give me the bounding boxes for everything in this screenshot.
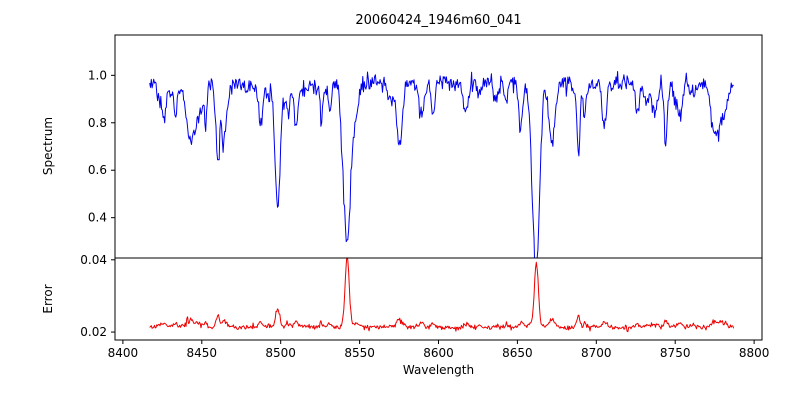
x-tick-label: 8600 [423, 346, 454, 360]
x-tick-label: 8500 [265, 346, 296, 360]
spectrum-axes-frame [114, 34, 763, 259]
x-tick-label: 8800 [739, 346, 770, 360]
y-tick-label: 0.04 [80, 253, 107, 267]
x-tick-label: 8400 [108, 346, 139, 360]
x-tick-label: 8650 [502, 346, 533, 360]
y-tick-label: 0.8 [88, 116, 107, 130]
y-tick-label: 0.6 [88, 163, 107, 177]
y-tick-label: 1.0 [88, 68, 107, 82]
chart-title: 20060424_1946m60_041 [355, 13, 522, 28]
x-tick-label: 8550 [344, 346, 375, 360]
y-tick-label: 0.4 [88, 211, 107, 225]
error-line [149, 258, 735, 333]
x-tick-label: 8700 [581, 346, 612, 360]
x-tick-label: 8450 [187, 346, 218, 360]
x-axis-label: Wavelength [402, 363, 475, 377]
y-tick-label: 0.02 [80, 325, 107, 339]
x-tick-label: 8750 [660, 346, 691, 360]
spectrum-line [149, 71, 734, 258]
